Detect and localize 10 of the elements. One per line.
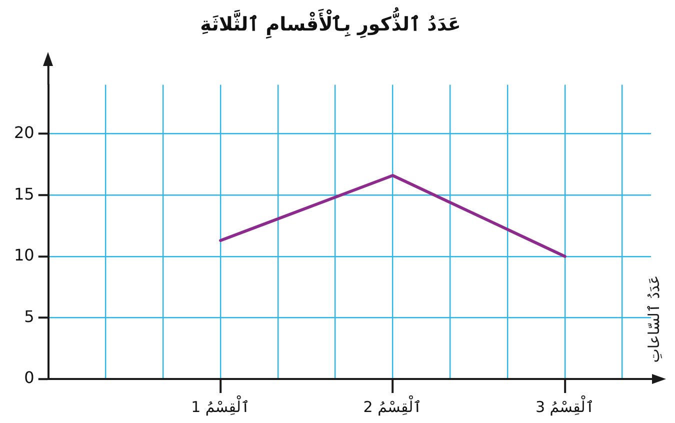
y-tick-label: 20 <box>14 122 34 142</box>
y-tick-label: 10 <box>14 246 34 265</box>
x-tick-label: ٱلْقِسْمُ 1 <box>191 394 250 416</box>
y-tick-label: 0 <box>24 368 34 388</box>
x-tick-label: ٱلْقِسْمُ 3 <box>535 394 594 416</box>
y-axis-title: عَدَدُ ٱلسّاعاتِ <box>644 275 663 363</box>
x-tick-label: ٱلْقِسْمُ 2 <box>363 394 422 416</box>
chart-title: عَدَدُ ٱلذُّكورِ بِٱلْأَقْسامِ ٱلثَّلاثَةِ <box>200 6 461 39</box>
y-tick-label: 15 <box>14 184 34 204</box>
y-tick-label: 5 <box>24 306 34 326</box>
